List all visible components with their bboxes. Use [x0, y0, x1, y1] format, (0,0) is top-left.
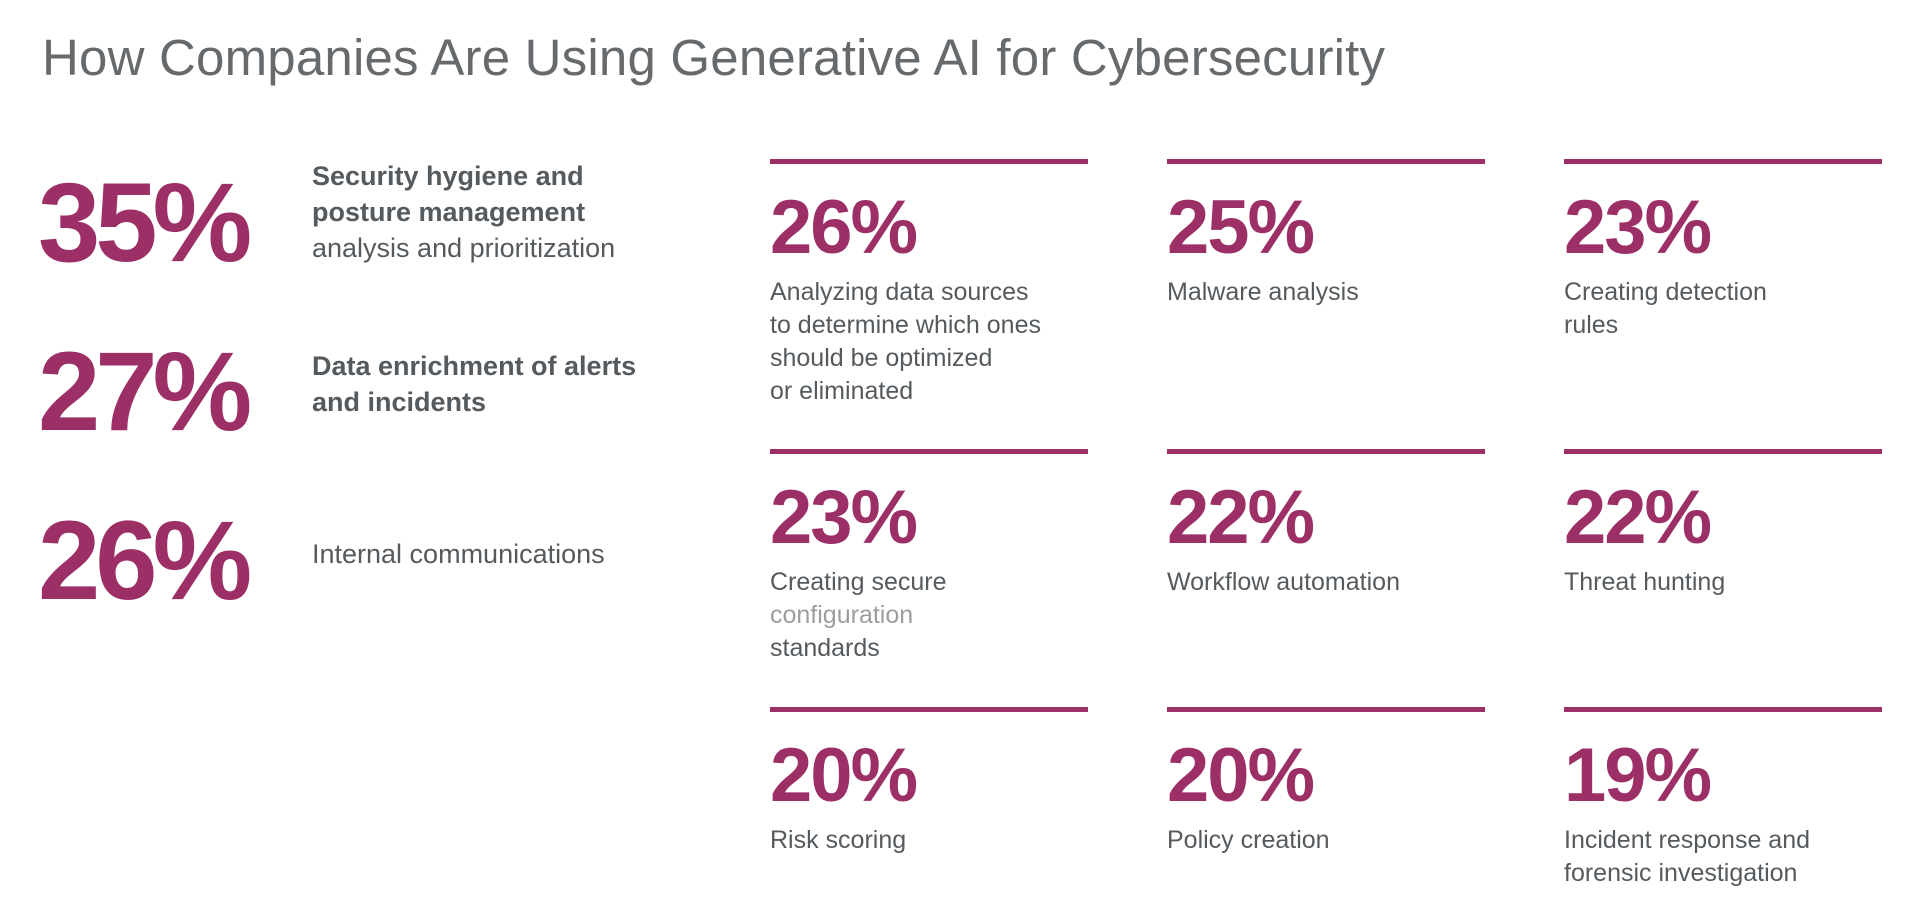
stat-label: Creating detection rules — [1564, 276, 1882, 342]
label-line-text: analysis and prioritization — [312, 233, 616, 263]
stat-card: 20% Risk scoring — [770, 707, 1088, 857]
card-divider — [1564, 707, 1882, 712]
featured-label: Security hygiene and posture management … — [312, 158, 692, 266]
stat-card: 19% Incident response and forensic inves… — [1564, 707, 1882, 890]
card-divider — [1167, 159, 1485, 164]
label-line: Policy creation — [1167, 826, 1330, 854]
stat-card: 22% Workflow automation — [1167, 449, 1485, 599]
card-divider — [770, 449, 1088, 454]
label-line: and incidents — [312, 387, 487, 417]
stat-percentage: 22% — [1564, 475, 1712, 560]
label-line: should be optimized — [770, 344, 993, 372]
card-divider — [1167, 707, 1485, 712]
card-divider — [1564, 449, 1882, 454]
stat-percentage: 22% — [1167, 475, 1315, 560]
label-line: configuration — [770, 601, 914, 629]
stat-card: 22% Threat hunting — [1564, 449, 1882, 599]
featured-label: Data enrichment of alerts and incidents — [312, 348, 692, 420]
stat-card: 23% Creating detection rules — [1564, 159, 1882, 342]
stat-label: Workflow automation — [1167, 566, 1485, 599]
label-line: forensic investigation — [1564, 859, 1798, 887]
card-divider — [770, 159, 1088, 164]
label-line: analysis and prioritization — [312, 230, 692, 266]
stat-label: Malware analysis — [1167, 276, 1485, 309]
stat-percentage: 19% — [1564, 733, 1712, 818]
label-line: Creating secure — [770, 568, 947, 596]
label-line: Workflow automation — [1167, 568, 1400, 596]
label-line: posture management — [312, 197, 586, 227]
stat-label: Incident response and forensic investiga… — [1564, 824, 1882, 890]
stat-percentage: 25% — [1167, 185, 1315, 270]
label-line: Data enrichment of alerts — [312, 351, 637, 381]
label-line: Internal communications — [312, 539, 605, 569]
stat-percentage: 23% — [770, 475, 918, 560]
label-line: rules — [1564, 311, 1619, 339]
label-line: to determine which ones — [770, 311, 1041, 339]
stat-percentage: 23% — [1564, 185, 1712, 270]
stat-label: Analyzing data sources to determine whic… — [770, 276, 1088, 408]
featured-percentage: 27% — [38, 329, 252, 454]
stat-label: Threat hunting — [1564, 566, 1882, 599]
card-divider — [1167, 449, 1485, 454]
featured-percentage: 26% — [38, 498, 252, 623]
label-line: Incident response and — [1564, 826, 1811, 854]
label-line: Creating detection — [1564, 278, 1767, 306]
label-line: or eliminated — [770, 377, 914, 405]
stat-card: 25% Malware analysis — [1167, 159, 1485, 309]
card-divider — [770, 707, 1088, 712]
stat-card: 26% Analyzing data sources to determine … — [770, 159, 1088, 408]
stat-label: Creating secure configuration standards — [770, 566, 1088, 665]
stat-label: Policy creation — [1167, 824, 1485, 857]
label-line: Analyzing data sources — [770, 278, 1029, 306]
stat-percentage: 26% — [770, 185, 918, 270]
label-line: Security hygiene and — [312, 161, 584, 191]
label-line: Threat hunting — [1564, 568, 1726, 596]
label-line: Risk scoring — [770, 826, 907, 854]
label-line: standards — [770, 634, 880, 662]
card-divider — [1564, 159, 1882, 164]
featured-percentage: 35% — [38, 160, 252, 285]
stat-card: 23% Creating secure configuration standa… — [770, 449, 1088, 665]
featured-label: Internal communications — [312, 536, 692, 572]
stat-label: Risk scoring — [770, 824, 1088, 857]
page-title: How Companies Are Using Generative AI fo… — [42, 29, 1386, 86]
stat-card: 20% Policy creation — [1167, 707, 1485, 857]
label-line: Malware analysis — [1167, 278, 1359, 306]
stat-percentage: 20% — [770, 733, 918, 818]
stat-percentage: 20% — [1167, 733, 1315, 818]
